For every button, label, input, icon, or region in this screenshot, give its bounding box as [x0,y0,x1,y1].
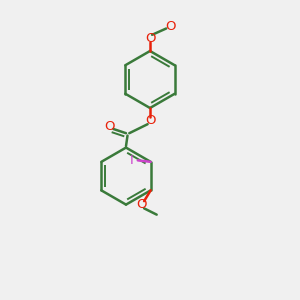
Text: O: O [104,120,115,133]
Text: O: O [145,114,155,127]
Text: O: O [136,198,147,211]
Text: I: I [130,154,134,167]
Text: O: O [165,20,175,34]
Text: O: O [145,32,155,45]
